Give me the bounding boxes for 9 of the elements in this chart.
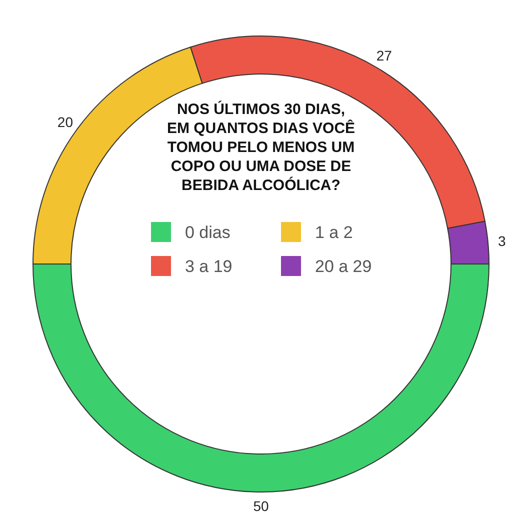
data-label: 3 [498, 233, 506, 250]
legend-label: 3 a 19 [185, 257, 232, 276]
data-label: 20 [57, 114, 74, 130]
legend-label: 20 a 29 [315, 257, 372, 276]
data-label: 27 [376, 48, 392, 64]
data-label: 50 [253, 498, 269, 514]
legend-label: 1 a 2 [315, 223, 353, 242]
legend-label: 0 dias [185, 223, 230, 242]
text: NOS ÚLTIMOS 30 DIAS, EM QUANTOS DIAS VOCÊ TOMOU PELO MENOS UM COPO OU UMA DOSE DE BEBIDA ALCOÓLICA? [166, 100, 356, 194]
